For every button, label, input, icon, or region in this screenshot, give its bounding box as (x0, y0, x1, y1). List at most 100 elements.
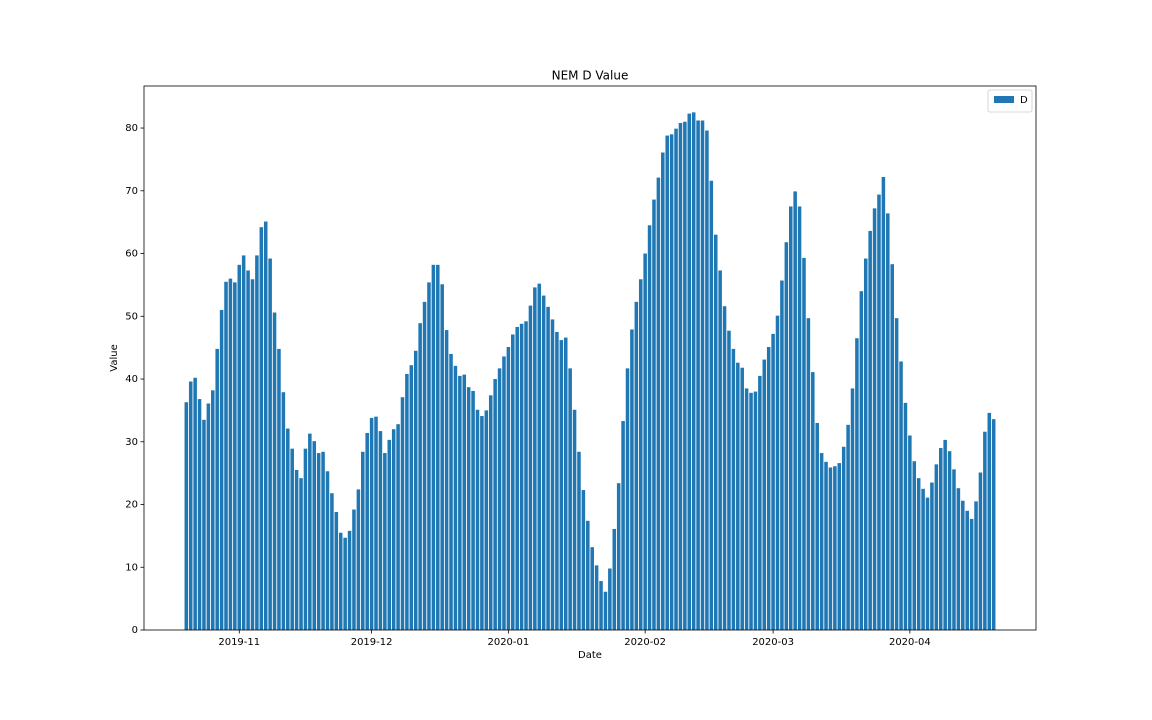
y-tick-label: 30 (125, 437, 138, 448)
bar (519, 323, 524, 630)
bar (586, 520, 590, 630)
bar (802, 257, 806, 630)
bar (643, 253, 647, 630)
bar (877, 194, 881, 631)
bar (418, 323, 422, 630)
bar (661, 152, 665, 630)
bar (316, 453, 321, 630)
bar (361, 451, 365, 630)
bar (484, 410, 489, 630)
bar (947, 451, 952, 630)
bar (925, 497, 930, 630)
bar (374, 416, 378, 630)
bar (824, 461, 828, 630)
bar (533, 287, 537, 630)
bar (780, 280, 784, 630)
bar (396, 424, 400, 630)
bar (965, 510, 969, 630)
bar (294, 470, 299, 630)
bar (806, 318, 811, 630)
bar (705, 130, 709, 631)
bar (488, 395, 493, 630)
bar (647, 225, 652, 630)
bar (961, 500, 965, 630)
bar (943, 439, 947, 630)
y-tick-label: 60 (125, 249, 138, 260)
bar (493, 379, 497, 630)
bar (330, 493, 334, 630)
bar (731, 348, 736, 630)
bar (325, 471, 330, 630)
y-tick-label: 0 (132, 625, 138, 636)
bar (550, 319, 555, 630)
bar (634, 301, 639, 630)
bar (630, 329, 634, 630)
bar (665, 135, 669, 630)
bar (475, 409, 480, 630)
bar (480, 416, 484, 630)
bar (431, 264, 436, 630)
x-tick-label: 2020-04 (889, 637, 931, 648)
bar (422, 301, 427, 630)
bar (303, 448, 308, 630)
bar (466, 387, 471, 630)
bar (722, 306, 727, 630)
bar (511, 334, 515, 630)
bar (758, 375, 762, 630)
bar (669, 134, 674, 630)
bar (436, 264, 440, 630)
bar (590, 547, 594, 630)
bar (599, 581, 603, 630)
bar (608, 568, 612, 630)
bar (974, 501, 978, 630)
bar (378, 431, 383, 630)
bar (546, 306, 550, 630)
bar (400, 397, 405, 630)
bar (321, 451, 325, 630)
bar (471, 390, 475, 630)
bar (352, 509, 356, 630)
bar (727, 330, 731, 630)
bar (308, 433, 312, 630)
bar (219, 310, 224, 630)
bar (555, 331, 559, 630)
bar (594, 565, 599, 630)
bar (987, 412, 992, 630)
bar (819, 453, 824, 630)
x-tick-label: 2019-11 (218, 637, 260, 648)
bar (563, 337, 568, 630)
bar (621, 421, 625, 630)
bar (299, 478, 303, 630)
y-tick-label: 20 (125, 500, 138, 511)
legend-label: D (1020, 95, 1028, 106)
bar (886, 213, 890, 630)
bar (528, 305, 533, 630)
bar (934, 464, 939, 630)
bar (969, 518, 974, 630)
x-tick-label: 2019-12 (351, 637, 393, 648)
bar (903, 402, 908, 630)
y-tick-label: 50 (125, 311, 138, 322)
bar (912, 461, 917, 630)
bar (224, 281, 228, 630)
bar (815, 422, 819, 630)
bar (250, 279, 255, 630)
bar (259, 227, 264, 631)
bar (683, 121, 687, 630)
bar (991, 419, 996, 630)
bar (458, 375, 462, 630)
bar (343, 537, 347, 630)
bar (612, 528, 617, 630)
bar (859, 291, 864, 630)
bar (691, 112, 696, 630)
bar (290, 448, 294, 630)
bar (462, 374, 467, 630)
bar (237, 264, 242, 630)
bar (793, 191, 797, 631)
bar (188, 381, 193, 630)
bar (413, 350, 418, 630)
bar (938, 448, 943, 630)
bar (369, 417, 374, 630)
bar (440, 284, 444, 630)
